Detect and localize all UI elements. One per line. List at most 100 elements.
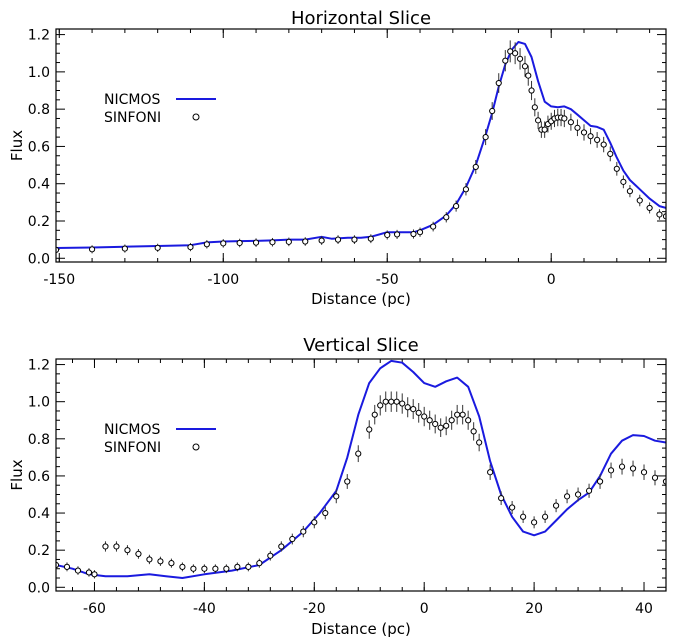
- data-point: [311, 519, 318, 526]
- data-point: [223, 565, 230, 572]
- y-axis-label: Flux: [8, 459, 26, 490]
- data-point: [322, 509, 329, 517]
- x-tick-label: -150: [43, 272, 75, 288]
- x-tick-label: -60: [83, 601, 106, 617]
- data-point: [594, 136, 601, 144]
- data-point: [278, 543, 285, 550]
- data-point: [344, 478, 351, 485]
- y-tick-label: 0.2: [28, 543, 50, 559]
- series-line-nicmos: [56, 359, 666, 579]
- data-point: [516, 55, 524, 62]
- data-point: [541, 126, 548, 133]
- data-point: [482, 134, 489, 141]
- data-point: [415, 409, 422, 416]
- y-tick-label: 1.2: [28, 28, 50, 44]
- data-point: [179, 563, 186, 570]
- data-point: [399, 400, 406, 407]
- data-point: [528, 87, 535, 94]
- data-point: [410, 406, 417, 413]
- x-tick-label: 20: [525, 601, 543, 617]
- data-point: [146, 556, 153, 563]
- data-point: [302, 238, 309, 245]
- data-point: [289, 535, 296, 543]
- data-point: [190, 565, 197, 572]
- data-point: [531, 519, 538, 526]
- data-point: [384, 231, 391, 239]
- y-tick-label: 1.0: [28, 65, 50, 81]
- data-point: [580, 129, 588, 136]
- data-point: [567, 119, 574, 126]
- data-point: [334, 236, 342, 243]
- data-point: [521, 63, 529, 70]
- y-tick-label: 0.2: [28, 214, 50, 230]
- data-point: [640, 469, 648, 476]
- data-point: [333, 493, 340, 500]
- data-point: [351, 236, 358, 243]
- data-point: [662, 213, 666, 220]
- data-point: [220, 240, 227, 247]
- data-point: [465, 417, 472, 424]
- data-point: [366, 426, 373, 433]
- data-point: [74, 567, 82, 574]
- data-point: [430, 223, 437, 230]
- data-point: [646, 204, 653, 212]
- data-point: [443, 422, 450, 429]
- data-point: [124, 547, 131, 554]
- data-point: [454, 411, 461, 418]
- y-tick-label: 0.0: [28, 580, 50, 596]
- data-point: [168, 560, 175, 567]
- data-point: [574, 491, 582, 498]
- data-point: [135, 550, 142, 557]
- x-tick-label: 0: [547, 272, 556, 288]
- data-point: [285, 238, 292, 245]
- data-point: [88, 246, 96, 253]
- data-point: [421, 413, 428, 420]
- data-point: [613, 165, 620, 172]
- data-point: [620, 178, 627, 185]
- data-point: [256, 560, 263, 567]
- data-point: [102, 543, 109, 550]
- plot-area: [56, 40, 666, 254]
- data-point: [63, 563, 71, 570]
- data-point: [509, 504, 516, 511]
- data-point: [236, 239, 243, 247]
- data-point: [618, 463, 626, 470]
- data-point: [476, 439, 483, 446]
- data-point: [201, 565, 208, 572]
- data-point: [587, 133, 594, 140]
- x-axis-label: Distance (pc): [311, 620, 411, 638]
- y-axis-label: Flux: [8, 130, 26, 161]
- data-point: [470, 428, 477, 435]
- data-point: [563, 493, 571, 500]
- x-tick-label: 0: [420, 601, 429, 617]
- data-point: [495, 79, 502, 87]
- data-point: [636, 197, 643, 204]
- data-point: [212, 565, 219, 572]
- data-point: [607, 150, 614, 157]
- data-point: [410, 230, 417, 238]
- chart-title: Vertical Slice: [303, 335, 419, 356]
- data-point: [656, 211, 663, 218]
- legend-label-nicmos: NICMOS: [104, 92, 160, 108]
- y-tick-label: 0.8: [28, 102, 50, 118]
- data-point: [91, 571, 98, 578]
- x-tick-label: -50: [376, 272, 399, 288]
- data-point: [596, 478, 604, 485]
- data-point: [355, 450, 362, 457]
- data-point: [512, 50, 519, 57]
- data-point: [531, 104, 538, 111]
- data-point: [371, 411, 378, 418]
- data-point: [453, 202, 460, 210]
- y-tick-label: 0.4: [28, 506, 50, 522]
- data-point: [377, 402, 384, 409]
- x-tick-label: -40: [193, 601, 216, 617]
- data-point: [404, 404, 411, 411]
- data-point: [300, 528, 307, 535]
- x-tick-label: -100: [207, 272, 239, 288]
- x-tick-label: -20: [303, 601, 326, 617]
- data-point: [252, 239, 260, 246]
- y-tick-label: 0.8: [28, 432, 50, 448]
- data-point: [245, 563, 252, 570]
- y-tick-label: 1.2: [28, 358, 50, 374]
- data-point: [318, 237, 325, 244]
